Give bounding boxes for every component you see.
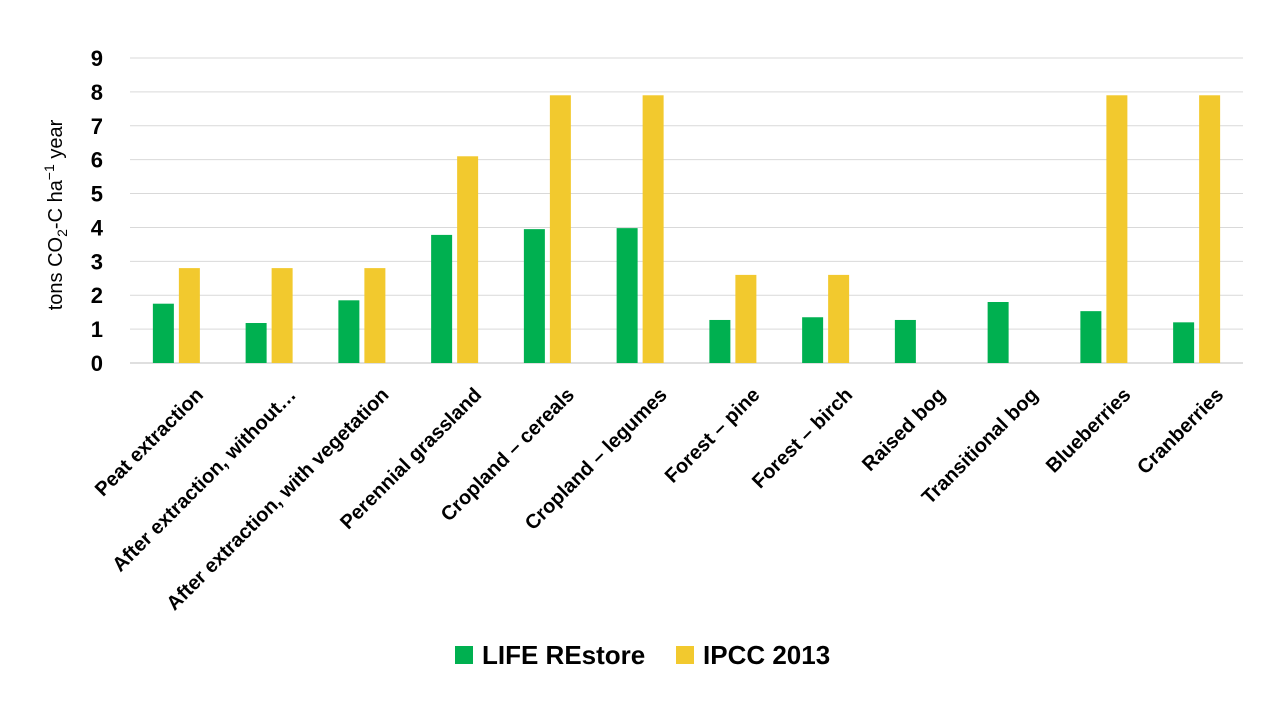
legend: LIFE REstore IPCC 2013	[455, 640, 830, 670]
bar-ipcc-2013	[457, 156, 479, 363]
bars	[152, 95, 1221, 364]
y-axis-label: tons CO2-C ha−1 year	[41, 119, 70, 310]
x-tick-label: Cranberries	[1133, 384, 1228, 479]
bar-ipcc-2013	[735, 274, 757, 363]
y-tick-label: 3	[91, 249, 103, 274]
legend-swatch	[455, 646, 473, 664]
bar-ipcc-2013	[828, 274, 850, 363]
bar-life-restore	[987, 302, 1009, 363]
bar-life-restore	[523, 229, 545, 363]
y-tick-label: 0	[91, 351, 103, 376]
x-tick-label: Raised bog	[858, 384, 950, 476]
bar-ipcc-2013	[178, 268, 200, 363]
y-tick-label: 7	[91, 114, 103, 139]
y-tick-label: 1	[91, 317, 103, 342]
bar-life-restore	[431, 234, 453, 363]
x-tick-label: After extraction, without…	[108, 384, 300, 576]
bar-ipcc-2013	[1106, 95, 1128, 364]
gridlines	[130, 57, 1243, 364]
y-tick-label: 8	[91, 80, 103, 105]
bar-life-restore	[1173, 322, 1195, 363]
y-tick-label: 6	[91, 148, 103, 173]
legend-swatch	[676, 646, 694, 664]
bar-ipcc-2013	[549, 95, 571, 364]
x-tick-label: Forest – birch	[748, 384, 857, 493]
legend-label: LIFE REstore	[482, 640, 645, 670]
y-axis-ticks: 0 1 2 3 4 5 6 7 8 9	[91, 46, 104, 376]
bar-ipcc-2013	[1199, 95, 1221, 364]
bar-life-restore	[152, 303, 174, 363]
bar-life-restore	[338, 300, 360, 363]
y-tick-label: 4	[91, 215, 104, 240]
bar-ipcc-2013	[642, 95, 664, 364]
bar-ipcc-2013	[364, 268, 386, 363]
bar-life-restore	[245, 323, 267, 363]
bar-ipcc-2013	[271, 268, 293, 363]
bar-life-restore	[802, 317, 824, 363]
legend-label: IPCC 2013	[703, 640, 830, 670]
y-tick-label: 2	[91, 283, 103, 308]
bar-life-restore	[1080, 311, 1102, 363]
y-tick-label: 5	[91, 182, 103, 207]
x-tick-label: Forest – pine	[661, 384, 765, 488]
x-tick-label: Blueberries	[1042, 384, 1135, 477]
y-tick-label: 9	[91, 46, 103, 71]
bar-life-restore	[894, 319, 916, 363]
bar-life-restore	[709, 319, 731, 363]
bar-life-restore	[616, 228, 638, 363]
